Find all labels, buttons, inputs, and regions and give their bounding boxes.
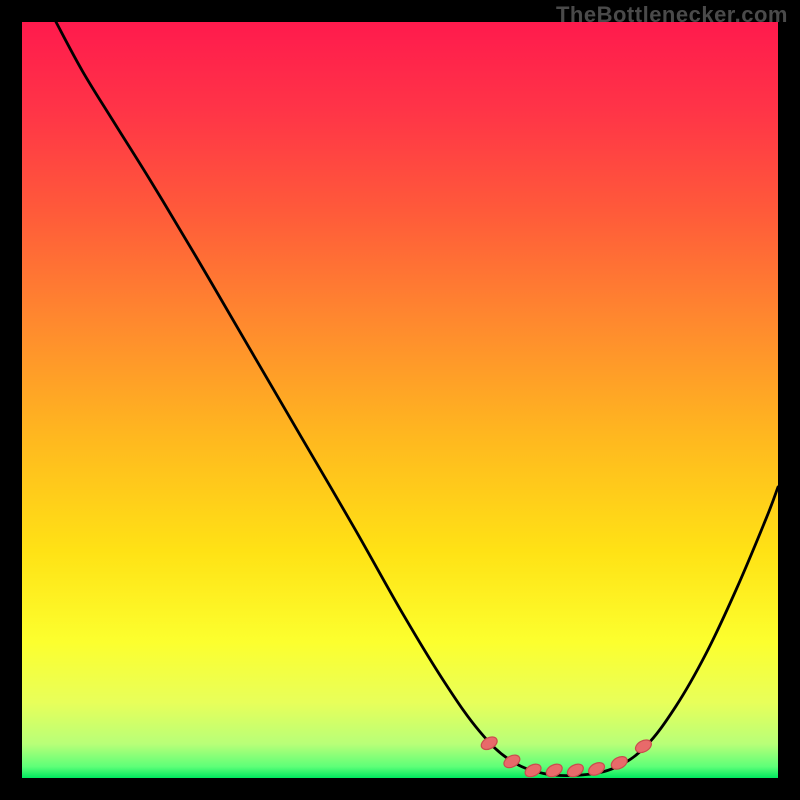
bottleneck-curve [56, 22, 778, 776]
stage: TheBottlenecker.com [0, 0, 800, 800]
curve-marker [523, 762, 543, 780]
watermark-text: TheBottlenecker.com [556, 2, 788, 28]
chart-svg [22, 22, 778, 778]
plot-area [22, 22, 778, 778]
